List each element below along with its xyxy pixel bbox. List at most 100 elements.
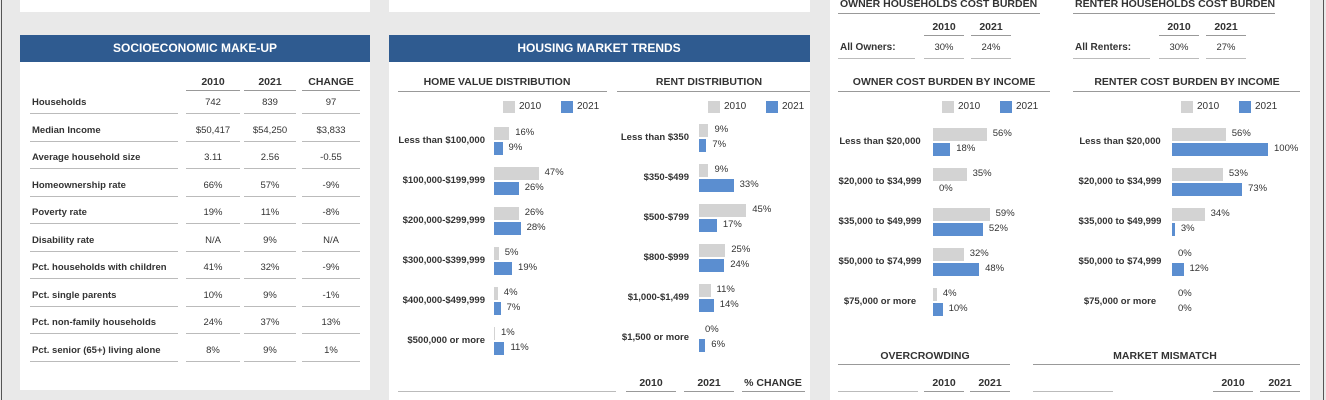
column-header: 2021 [978, 377, 1002, 389]
value-label: 1% [500, 327, 515, 338]
bar [494, 262, 513, 275]
rule [244, 90, 296, 91]
column-header: 2010 [1221, 377, 1245, 389]
value-label: 0% [939, 183, 953, 194]
rule [1206, 35, 1246, 36]
row-label: All Renters: [1075, 42, 1132, 53]
rule [186, 140, 240, 142]
bar [699, 204, 747, 217]
table-cell: -9% [322, 179, 340, 191]
section-title: OVERCROWDING [880, 350, 970, 362]
category-label: $400,000-$499,999 [402, 295, 485, 306]
legend-label: 2021 [577, 101, 600, 112]
value-label: 14% [719, 299, 739, 310]
rule [838, 58, 915, 59]
row-label: Pct. households with children [32, 262, 167, 273]
legend-swatch [942, 101, 954, 113]
rule [186, 250, 240, 252]
table-cell: 9% [263, 289, 277, 301]
rule [244, 113, 296, 114]
bar [1172, 168, 1223, 181]
legend-swatch [1181, 101, 1193, 113]
table-cell: 742 [205, 97, 221, 108]
bar [699, 244, 726, 257]
bar [1172, 223, 1175, 236]
rule [186, 333, 240, 334]
bar [933, 223, 983, 236]
rule [1159, 35, 1199, 36]
column-header: 2021 [979, 21, 1003, 33]
value-label: 9% [714, 164, 729, 175]
table-cell: -1% [322, 289, 340, 301]
category-label: $800-$999 [643, 252, 689, 263]
legend-label: 2021 [782, 101, 805, 112]
value-label: 0% [1178, 303, 1192, 314]
table-title: OWNER HOUSEHOLDS COST BURDEN [840, 0, 1038, 10]
table-cell: 24% [203, 317, 223, 328]
value-label: 100% [1274, 143, 1299, 154]
value-label: 18% [956, 143, 976, 154]
bar [699, 259, 725, 272]
rule [302, 333, 360, 334]
rule [1206, 58, 1246, 59]
rule [1073, 58, 1150, 59]
bar [933, 263, 980, 276]
table-cell: $50,417 [195, 124, 231, 136]
bar [699, 164, 709, 177]
column-header: 2010 [1167, 21, 1191, 33]
value-label: 5% [504, 247, 519, 258]
panel [20, 0, 370, 12]
rule [186, 168, 240, 169]
bar [1172, 128, 1226, 141]
rule [30, 305, 178, 307]
rule [244, 168, 296, 169]
legend-swatch [1000, 101, 1012, 113]
rule [30, 250, 178, 252]
value-label: 26% [524, 182, 544, 193]
table-cell: 66% [203, 179, 223, 191]
rule [302, 223, 360, 224]
value-label: 17% [722, 219, 742, 230]
bar [494, 142, 503, 155]
bar [494, 182, 519, 195]
rule [684, 391, 734, 392]
row-label: All Owners: [840, 42, 896, 53]
value-label: 73% [1248, 183, 1268, 194]
legend-label: 2010 [958, 101, 981, 112]
category-label: $75,000 or more [843, 296, 917, 307]
legend-label: 2010 [724, 101, 747, 112]
bar [494, 327, 495, 340]
rule [244, 223, 296, 224]
chart-title: RENT DISTRIBUTION [655, 76, 763, 88]
rule [1073, 91, 1300, 92]
rule [302, 113, 360, 114]
value-label: 53% [1228, 168, 1248, 179]
bar [1172, 263, 1184, 276]
bar [1172, 208, 1205, 221]
value-label: 33% [739, 179, 759, 190]
rule [244, 333, 296, 334]
value-label: 25% [731, 244, 751, 255]
rule [971, 35, 1011, 36]
bar [933, 248, 964, 261]
panel-title: HOUSING MARKET TRENDS [517, 41, 681, 55]
table-cell: 8% [206, 344, 220, 356]
bar [494, 167, 539, 180]
table-cell: 13% [321, 317, 341, 328]
legend-swatch [561, 101, 573, 113]
bar [933, 128, 987, 141]
rule [838, 391, 918, 392]
value-label: 4% [503, 287, 518, 298]
rule [30, 168, 178, 169]
category-label: $75,000 or more [1083, 296, 1157, 307]
panel [20, 62, 370, 390]
category-label: $20,000 to $34,999 [838, 176, 922, 187]
rule [1073, 13, 1275, 14]
column-header: CHANGE [308, 76, 354, 88]
rule [30, 113, 178, 114]
value-label: 52% [988, 223, 1008, 234]
panel [389, 62, 810, 400]
table-cell: N/A [323, 234, 339, 246]
legend-swatch [708, 101, 720, 113]
